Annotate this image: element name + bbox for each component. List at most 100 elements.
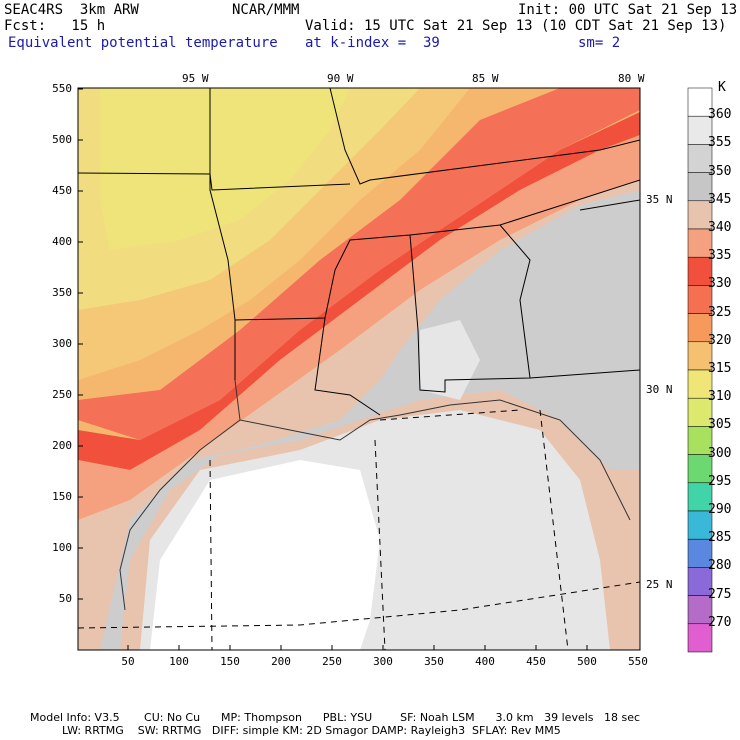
colorbar-level-label: 320 (708, 332, 732, 348)
colorbar-swatch (687, 313, 713, 343)
colorbar-swatch (687, 200, 713, 230)
colorbar-swatch (687, 172, 713, 202)
colorbar-level-label: 315 (708, 361, 732, 376)
x-tick: 450 (526, 655, 546, 668)
x-tick: 50 (121, 655, 135, 668)
parallel-25n (78, 581, 640, 629)
theta-330-band (78, 112, 640, 470)
colorbar-swatch (687, 538, 713, 568)
colorbar-level-label: 270 (708, 614, 732, 630)
lat-label-25n: 25 N (646, 578, 673, 591)
colorbar-level-label: 305 (708, 417, 732, 433)
gulf-coastline (234, 379, 631, 521)
x-tick: 250 (322, 655, 342, 668)
colorbar-level-label: 345 (708, 191, 732, 207)
lon-label-95w: 95 W (182, 72, 209, 85)
colorbar-swatch (687, 87, 713, 117)
y-tick: 300 (52, 337, 72, 350)
colorbar-swatch (687, 285, 713, 314)
parallel-30n (379, 409, 521, 421)
colorbar-swatch (687, 115, 713, 145)
theta-360-region (150, 460, 380, 650)
x-tick: 300 (373, 655, 393, 668)
x-tick: 100 (169, 655, 189, 668)
meridian-85w (539, 409, 569, 650)
lon-label-90w: 90 W (327, 72, 354, 85)
colorbar (687, 87, 713, 653)
level-label: at k-index = 39 (305, 35, 440, 51)
colorbar-level-label: 360 (708, 107, 732, 123)
init-time: Init: 00 UTC Sat 21 Sep 13 (518, 2, 738, 18)
lat-label-30n: 30 N (646, 383, 673, 396)
theta-310-core (100, 88, 350, 250)
state-border-tx-ok (209, 88, 236, 380)
lat-label-35n: 35 N (646, 193, 673, 206)
y-tick: 50 (58, 592, 72, 605)
colorbar-level-label: 295 (708, 473, 732, 489)
y-tick: 500 (52, 133, 72, 146)
y-tick: 150 (52, 490, 72, 503)
colorbar-level-label: 300 (708, 445, 732, 461)
colorbar-level-label: 335 (708, 248, 732, 264)
lon-label-80w: 80 W (618, 72, 645, 85)
state-border-north (78, 172, 351, 191)
x-tick: 400 (475, 655, 495, 668)
smoothing-label: sm= 2 (578, 35, 621, 51)
y-tick: 550 (52, 82, 72, 95)
meridian-95w (209, 459, 213, 650)
colorbar-swatch (687, 228, 713, 258)
axis-ticks (78, 88, 588, 650)
colorbar-swatch (687, 426, 713, 455)
theta-345-region (100, 190, 640, 650)
colorbar-level-label: 280 (708, 558, 732, 574)
state-border-la-ms (314, 317, 381, 416)
theta-335-band (78, 135, 640, 520)
colorbar-swatch (687, 369, 713, 399)
colorbar-level-label: 350 (708, 163, 732, 179)
theta-e-field (78, 88, 640, 650)
organization-label: NCAR/MMM (232, 2, 300, 18)
colorbar-swatch (687, 510, 713, 540)
valid-time: Valid: 15 UTC Sat 21 Sep 13 (10 CDT Sat … (305, 18, 727, 34)
theta-325-band (78, 88, 640, 440)
y-tick: 400 (52, 235, 72, 248)
y-tick: 350 (52, 286, 72, 299)
colorbar-swatch (687, 595, 713, 625)
meridian-90w (374, 439, 386, 650)
colorbar-unit: K (718, 80, 726, 95)
x-tick: 500 (577, 655, 597, 668)
colorbar-level-label: 310 (708, 389, 732, 405)
y-tick: 200 (52, 439, 72, 452)
state-border-ga (499, 224, 531, 379)
y-tick: 250 (52, 388, 72, 401)
colorbar-level-label: 340 (708, 220, 732, 235)
colorbar-swatch (687, 623, 713, 653)
x-tick: 550 (628, 655, 648, 668)
model-title: SEAC4RS 3km ARW (4, 2, 139, 18)
colorbar-level-label: 325 (708, 304, 732, 320)
colorbar-swatch (687, 482, 713, 512)
y-tick: 100 (52, 541, 72, 554)
map-frame (77, 87, 641, 651)
colorbar-level-label: 355 (708, 135, 732, 151)
colorbar-level-label: 285 (708, 530, 732, 546)
lon-label-85w: 85 W (472, 72, 499, 85)
y-tick: 450 (52, 184, 72, 197)
colorbar-swatch (687, 341, 713, 371)
state-border-ky (329, 88, 640, 185)
model-info-line1: Model Info: V3.5 CU: No Cu MP: Thompson … (30, 711, 641, 724)
model-info-line2: LW: RRTMG SW: RRTMG DIFF: simple KM: 2D … (62, 724, 561, 737)
texas-coastline (119, 419, 241, 611)
colorbar-level-label: 290 (708, 502, 732, 517)
x-tick: 150 (220, 655, 240, 668)
x-tick: 200 (271, 655, 291, 668)
colorbar-level-label: 330 (708, 276, 732, 292)
forecast-hour: Fcst: 15 h (4, 18, 106, 34)
state-border-sc (579, 199, 640, 211)
graticule (78, 409, 640, 650)
colorbar-level-label: 275 (708, 586, 732, 602)
political-boundaries (78, 88, 640, 611)
field-name: Equivalent potential temperature (8, 35, 278, 51)
x-tick: 350 (424, 655, 444, 668)
